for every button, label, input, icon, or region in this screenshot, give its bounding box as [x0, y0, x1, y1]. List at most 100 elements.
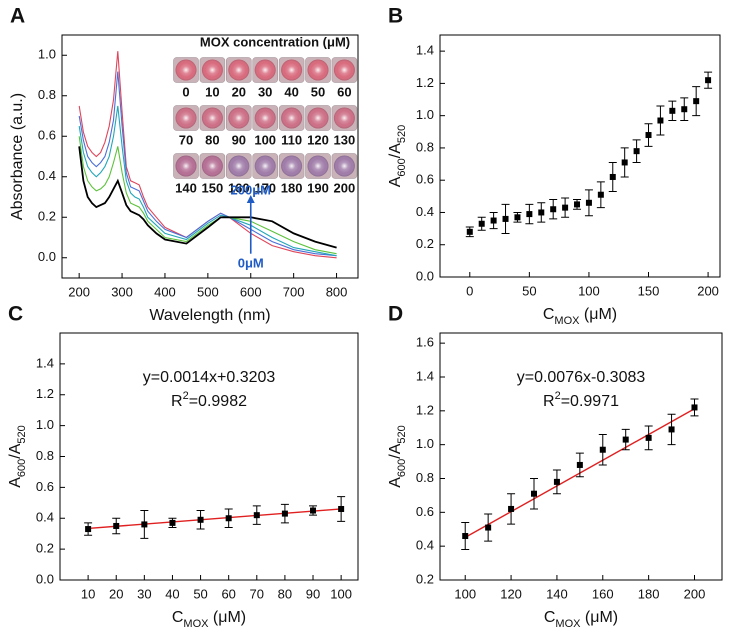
data-point	[645, 434, 652, 441]
fit-line	[88, 508, 342, 530]
x-tick-label: 500	[197, 284, 219, 299]
data-point	[668, 426, 675, 433]
well-label: 80	[205, 132, 219, 147]
y-tick-label: 0.0	[416, 268, 434, 283]
data-point	[693, 98, 700, 105]
well-label: 140	[175, 180, 197, 195]
y-tick-label: 0.8	[416, 139, 434, 154]
r-squared: R2=0.9982	[171, 390, 247, 410]
y-tick-label: 1.4	[416, 43, 434, 58]
y-axis-label: Absorbance (a.u.)	[9, 93, 26, 220]
label-part: A	[387, 176, 404, 187]
label: A600/A520	[7, 425, 28, 488]
data-point	[657, 117, 664, 124]
well-label: 150	[202, 180, 224, 195]
data-point	[622, 436, 629, 443]
x-tick-label: 120	[500, 586, 522, 601]
data-point	[141, 521, 148, 528]
panel-label: C	[8, 303, 23, 326]
label-part: A	[387, 477, 404, 488]
well-shine	[175, 107, 197, 129]
label-part: 520	[16, 425, 28, 443]
x-tick-label: 100	[454, 586, 476, 601]
fit-equation: y=0.0076x-0.3083	[517, 369, 646, 386]
x-axis-label: Wavelength (nm)	[149, 307, 270, 324]
data-point	[502, 215, 509, 222]
label-part: R	[171, 393, 183, 410]
well-label: 170	[254, 180, 276, 195]
y-tick-label: 1.0	[416, 436, 434, 451]
x-tick-label: 200	[68, 284, 90, 299]
well-shine	[254, 155, 276, 177]
x-tick-label: 70	[250, 586, 264, 601]
well-shine	[228, 155, 250, 177]
data-point	[281, 510, 288, 517]
y-tick-label: 0.6	[36, 479, 54, 494]
panel-label: D	[388, 303, 403, 326]
plot-frame	[439, 34, 721, 278]
data-point	[645, 132, 652, 139]
data-point	[462, 533, 469, 540]
data-point	[169, 519, 176, 526]
data-point	[550, 206, 557, 213]
x-axis-label: CMOX (μM)	[544, 609, 618, 630]
spectrum-line	[78, 51, 337, 259]
data-point	[669, 107, 676, 114]
label-part: MOX	[555, 618, 581, 630]
y-tick-label: 1.0	[36, 417, 54, 432]
x-tick-label: 200	[697, 283, 719, 298]
data-point	[562, 204, 569, 211]
data-point	[478, 220, 485, 227]
data-point	[621, 159, 628, 166]
y-tick-label: 0.8	[36, 448, 54, 463]
x-tick-label: 80	[278, 586, 292, 601]
label-part: C	[543, 306, 555, 323]
data-point	[553, 478, 560, 485]
label-part: 600	[16, 459, 28, 477]
well-label: 120	[307, 132, 329, 147]
label-part: C	[172, 609, 184, 626]
data-point	[574, 201, 581, 208]
x-tick-label: 160	[592, 586, 614, 601]
x-tick-label: 180	[638, 586, 660, 601]
label-part: 600	[396, 459, 408, 477]
x-axis-label: CMOX (μM)	[172, 609, 246, 630]
well-shine	[175, 155, 197, 177]
annotation: 200μM	[231, 182, 271, 197]
data-point	[609, 173, 616, 180]
x-tick-label: 0	[466, 283, 473, 298]
well-label: 130	[334, 132, 356, 147]
x-tick-label: 10	[81, 586, 95, 601]
label-part: (μM)	[579, 306, 617, 323]
y-tick-label: 0.8	[38, 87, 56, 102]
y-tick-label: 0.2	[416, 571, 434, 586]
well-shine	[228, 107, 250, 129]
x-tick-label: 700	[283, 284, 305, 299]
label-part: 520	[396, 425, 408, 443]
well-label: 180	[281, 180, 303, 195]
well-label: 40	[284, 84, 298, 99]
label-part: A	[7, 477, 24, 488]
data-point	[585, 199, 592, 206]
data-point	[253, 512, 260, 519]
x-tick-label: 200	[684, 586, 706, 601]
x-axis-label: CMOX (μM)	[543, 306, 617, 327]
well-label: 200	[334, 180, 356, 195]
data-point	[485, 524, 492, 531]
data-point	[338, 505, 345, 512]
x-tick-label: 600	[240, 284, 262, 299]
x-tick-label: 30	[137, 586, 151, 601]
well-shine	[201, 59, 223, 81]
data-point	[508, 505, 515, 512]
y-tick-label: 1.2	[416, 75, 434, 90]
x-tick-label: 90	[306, 586, 320, 601]
x-tick-label: 40	[165, 586, 179, 601]
well-shine	[333, 59, 355, 81]
well-label: 110	[281, 132, 302, 147]
y-tick-label: 0.6	[38, 128, 56, 143]
y-tick-label: 1.4	[416, 368, 434, 383]
x-tick-label: 60	[221, 586, 235, 601]
well-label: 190	[307, 180, 329, 195]
data-point	[597, 191, 604, 198]
y-tick-label: 0.4	[38, 168, 56, 183]
